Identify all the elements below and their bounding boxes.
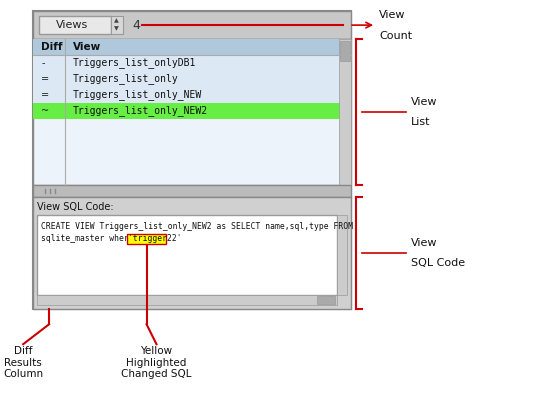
Text: CREATE VIEW Triggers_list_only_NEW2 as SELECT name,sql,type FROM: CREATE VIEW Triggers_list_only_NEW2 as S…: [41, 223, 353, 231]
Bar: [111, 16, 123, 34]
Bar: [39, 16, 111, 34]
Bar: [33, 55, 351, 71]
Text: Views: Views: [56, 20, 88, 30]
Bar: [33, 11, 351, 310]
Text: ▲: ▲: [114, 18, 119, 23]
Text: ~: ~: [41, 105, 49, 116]
Bar: [33, 11, 351, 39]
Text: List: List: [411, 117, 430, 127]
Bar: [317, 297, 336, 304]
Bar: [33, 102, 351, 118]
Bar: [127, 234, 166, 244]
Bar: [339, 39, 351, 185]
Bar: [37, 296, 337, 305]
Text: 'trigger22': 'trigger22': [128, 234, 181, 243]
Text: Triggers_list_only_NEW: Triggers_list_only_NEW: [73, 89, 202, 100]
Text: SQL Code: SQL Code: [411, 258, 465, 268]
Text: Diff
Results
Column: Diff Results Column: [3, 346, 43, 379]
Text: -: -: [41, 58, 45, 68]
Bar: [33, 39, 351, 55]
Bar: [33, 71, 351, 87]
Text: =: =: [41, 74, 49, 84]
Bar: [33, 39, 351, 185]
Text: Triggers_list_only: Triggers_list_only: [73, 74, 179, 84]
Text: View: View: [73, 42, 101, 52]
Bar: [37, 215, 337, 296]
Text: =: =: [41, 90, 49, 100]
Text: 4: 4: [133, 18, 140, 32]
Bar: [33, 87, 351, 102]
Text: View: View: [411, 238, 437, 248]
Bar: [340, 41, 350, 61]
Bar: [337, 215, 347, 296]
Text: Count: Count: [379, 31, 412, 41]
Text: Triggers_list_onlyDB1: Triggers_list_onlyDB1: [73, 58, 196, 68]
Bar: [33, 197, 351, 310]
Text: View SQL Code:: View SQL Code:: [37, 202, 114, 212]
Text: sqlite_master where type=: sqlite_master where type=: [41, 234, 163, 243]
Text: View: View: [379, 10, 405, 20]
Text: Yellow
Highlighted
Changed SQL: Yellow Highlighted Changed SQL: [121, 346, 192, 379]
Text: Diff: Diff: [41, 42, 63, 52]
Text: Triggers_list_only_NEW2: Triggers_list_only_NEW2: [73, 105, 208, 116]
Bar: [33, 185, 351, 197]
Text: ▼: ▼: [114, 26, 119, 32]
Text: View: View: [411, 97, 437, 107]
